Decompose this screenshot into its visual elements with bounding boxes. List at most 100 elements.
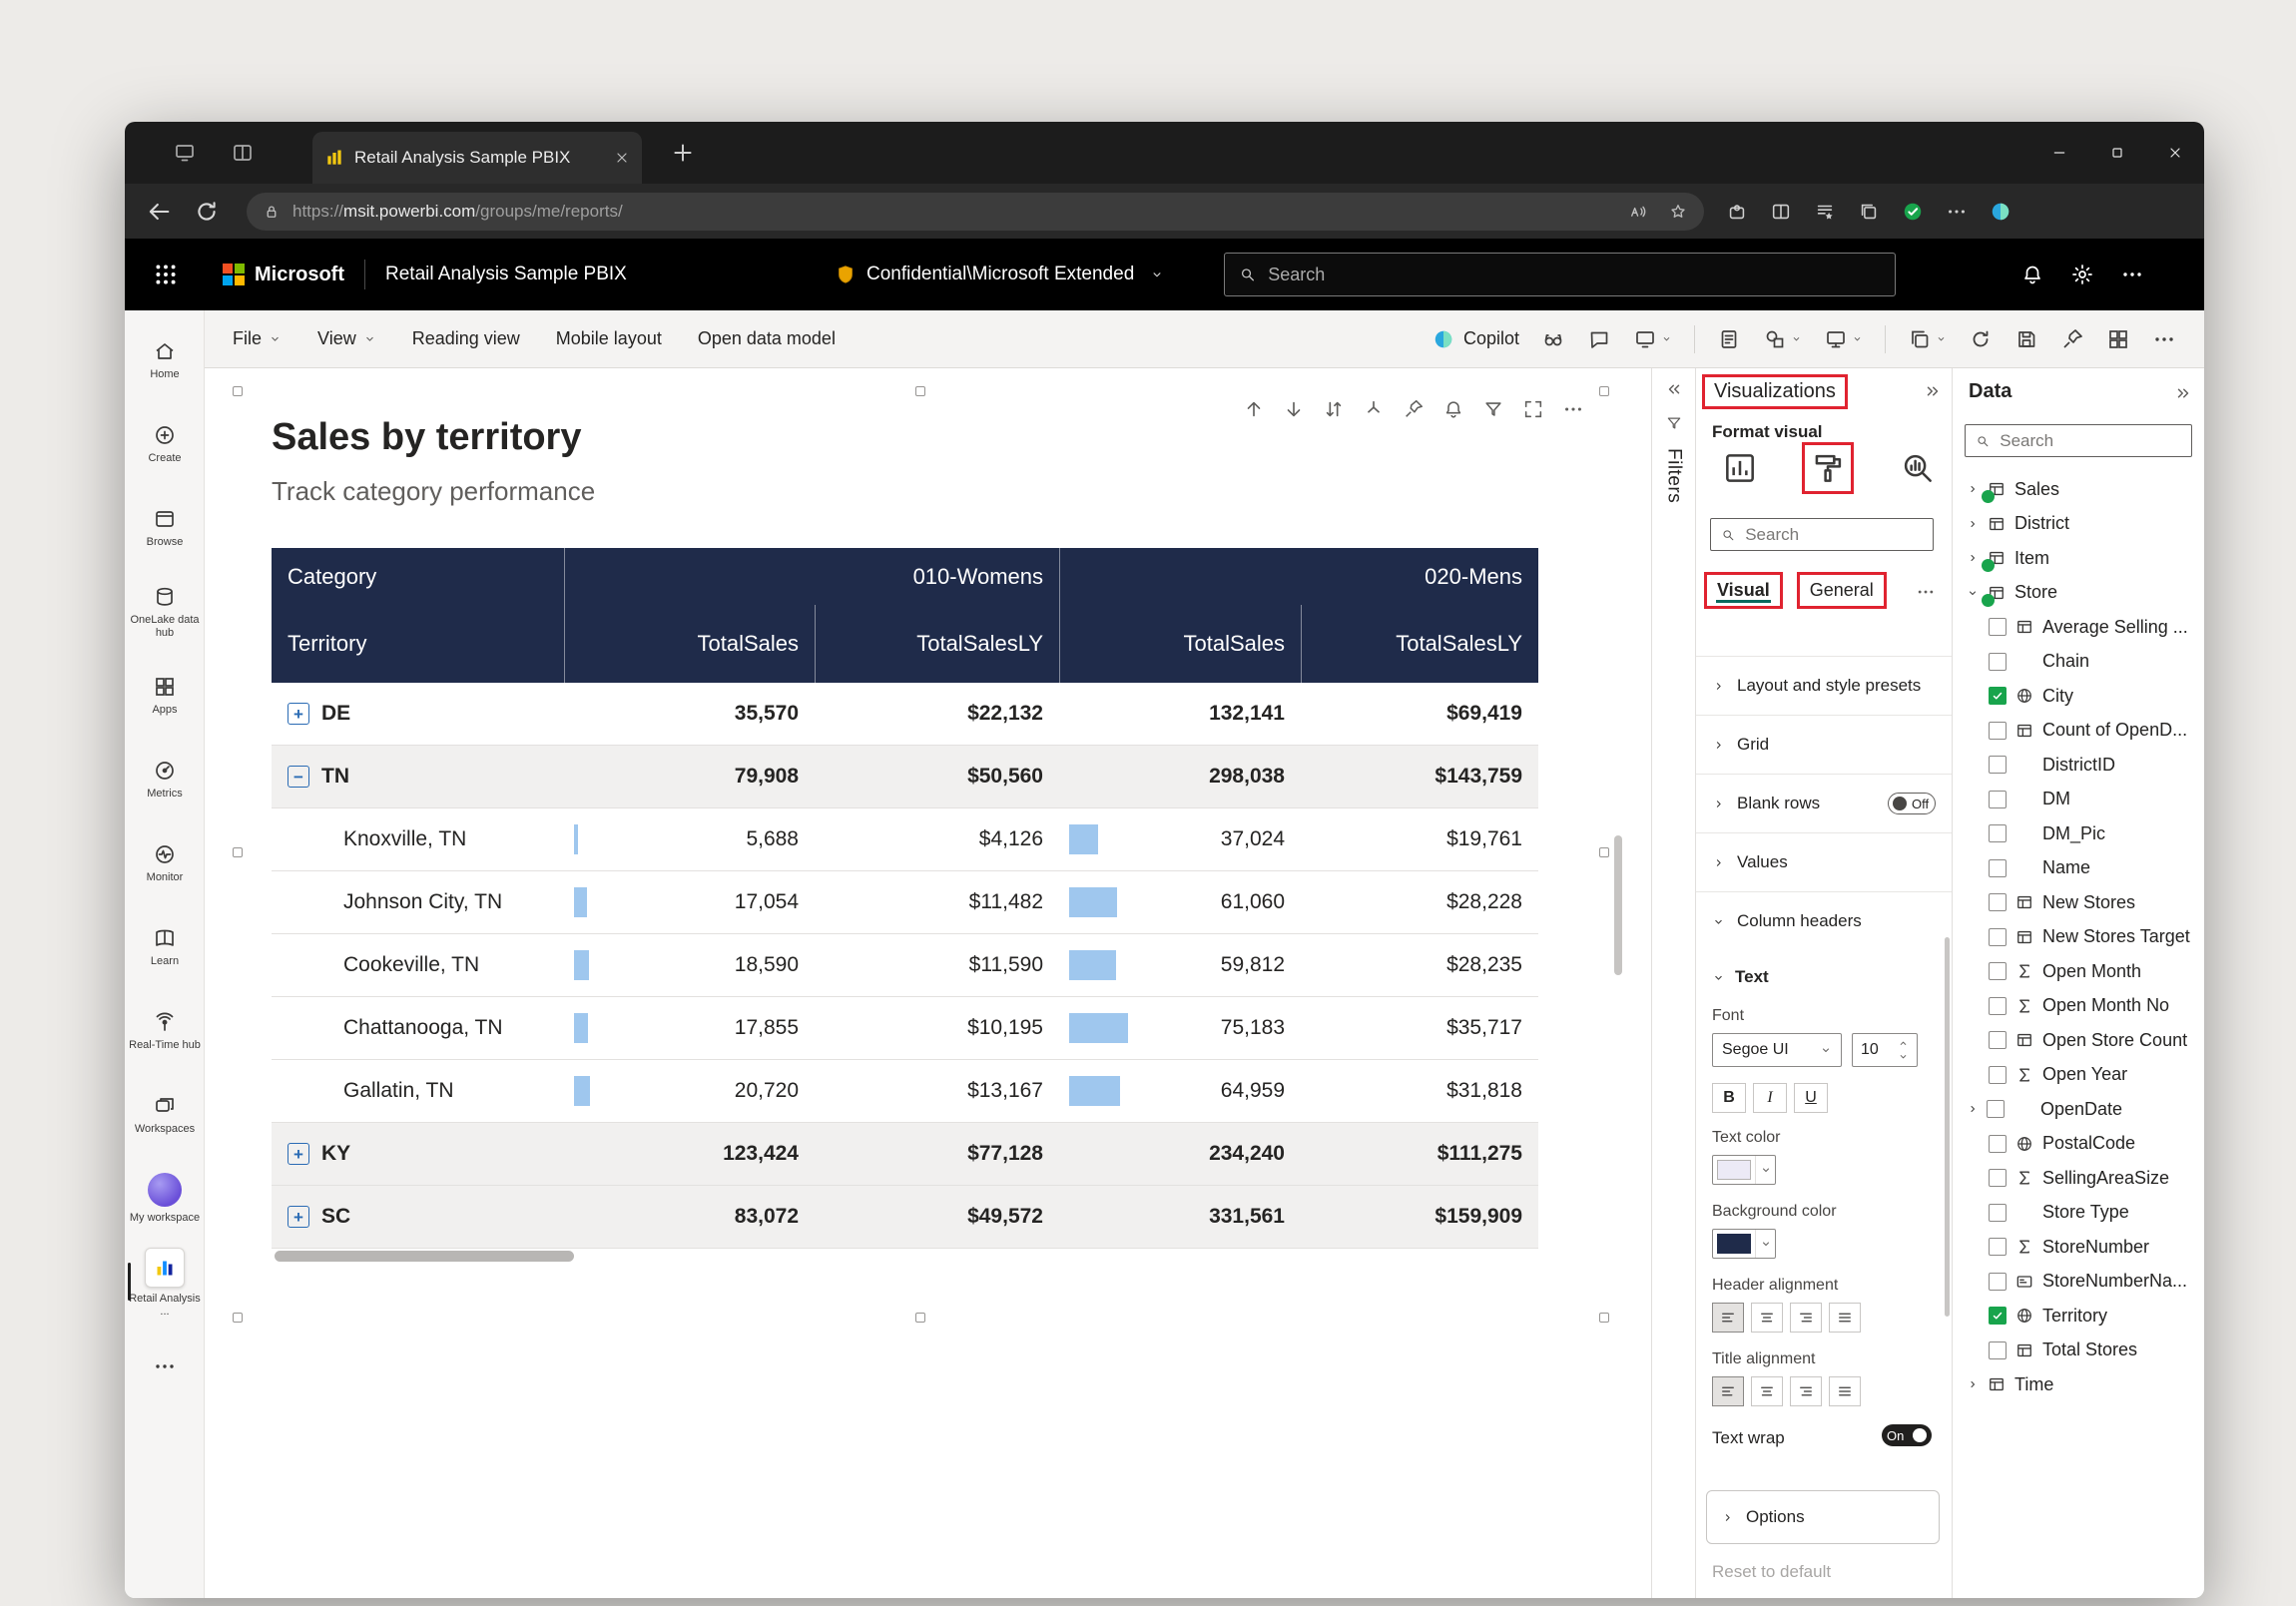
menu-mobile-layout[interactable]: Mobile layout (556, 328, 662, 349)
matrix-cell[interactable]: $77,128 (815, 1123, 1059, 1186)
sidebar-item-my-workspace[interactable]: My workspace (125, 1157, 205, 1241)
sidebar-item-metrics[interactable]: Metrics (125, 738, 205, 821)
selection-handle[interactable] (233, 386, 243, 396)
sidebar-item-retail-analysis[interactable]: Retail Analysis ... (125, 1241, 205, 1325)
selection-handle[interactable] (915, 1313, 925, 1323)
sidebar-item-monitor[interactable]: Monitor (125, 821, 205, 905)
matrix-cell[interactable]: 123,424 (564, 1123, 815, 1186)
chevron-right-icon[interactable] (1967, 1103, 1979, 1115)
text-subsection-header[interactable]: Text (1712, 967, 1769, 987)
browser-tab[interactable]: Retail Analysis Sample PBIX (312, 132, 642, 184)
tab-general[interactable]: General (1796, 572, 1887, 609)
text-wrap-toggle[interactable]: On (1882, 1424, 1932, 1446)
matrix-cell[interactable]: 61,060 (1059, 871, 1301, 934)
matrix-cell[interactable]: $19,761 (1301, 808, 1538, 871)
sidebar-item-more[interactable] (125, 1325, 205, 1408)
data-field-dm-pic[interactable]: DM_Pic (1953, 816, 2204, 851)
format-section-layout-and-style-presets[interactable]: Layout and style presets (1696, 656, 1952, 715)
field-checkbox[interactable] (1989, 721, 2007, 740)
sidebar-item-home[interactable]: Home (125, 318, 205, 402)
menu-open-data-model[interactable]: Open data model (698, 328, 836, 349)
matrix-cell[interactable]: $31,818 (1301, 1060, 1538, 1123)
expand-toggle[interactable]: + (287, 1143, 309, 1165)
data-table-time[interactable]: Time (1953, 1367, 2204, 1402)
visual-more-icon[interactable] (1562, 398, 1584, 420)
refresh-button[interactable] (193, 198, 221, 226)
data-field-storenumber[interactable]: StoreNumber (1953, 1230, 2204, 1265)
data-field-new-stores-target[interactable]: New Stores Target (1953, 920, 2204, 955)
drill-icon[interactable] (1363, 398, 1385, 420)
field-checkbox[interactable] (1989, 858, 2007, 877)
alert-icon[interactable] (1442, 398, 1464, 420)
copilot-sidebar-icon[interactable] (1990, 201, 2011, 223)
matrix-header-cell[interactable]: 020-Mens (1059, 548, 1538, 605)
chevron-right-icon[interactable] (1967, 483, 1979, 495)
chevron-right-icon[interactable] (1967, 552, 1979, 564)
matrix-cell[interactable]: $11,590 (815, 934, 1059, 997)
title-align-right-button[interactable] (1790, 1376, 1822, 1406)
header-align-left-button[interactable] (1712, 1303, 1744, 1333)
matrix-row-label[interactable]: − TN (272, 746, 564, 808)
selection-handle[interactable] (1599, 847, 1609, 857)
data-field-city[interactable]: City (1953, 679, 2204, 714)
back-button[interactable] (145, 198, 173, 226)
data-field-average-selling[interactable]: Average Selling ... (1953, 610, 2204, 645)
share-screen-button[interactable] (1824, 327, 1863, 351)
data-field-total-stores[interactable]: Total Stores (1953, 1334, 2204, 1368)
matrix-cell[interactable]: 331,561 (1059, 1186, 1301, 1249)
field-checkbox[interactable] (1989, 1169, 2007, 1188)
title-align-left-button[interactable] (1712, 1376, 1744, 1406)
matrix-header-cell[interactable]: 010-Womens (564, 548, 1059, 605)
matrix-row-label[interactable]: Johnson City, TN (272, 871, 564, 934)
browser-settings-icon[interactable] (1946, 201, 1968, 223)
collapse-toggle[interactable]: − (287, 766, 309, 788)
format-section-options[interactable]: Options (1706, 1490, 1940, 1544)
app-launcher-icon[interactable] (153, 262, 179, 287)
menu-file[interactable]: File (233, 328, 282, 349)
data-field-open-year[interactable]: Open Year (1953, 1058, 2204, 1093)
matrix-cell[interactable]: 37,024 (1059, 808, 1301, 871)
matrix-cell[interactable]: 59,812 (1059, 934, 1301, 997)
sensitivity-label[interactable]: Confidential\Microsoft Extended (835, 264, 1164, 285)
title-align-center-button[interactable] (1751, 1376, 1783, 1406)
notifications-icon[interactable] (2020, 263, 2044, 286)
field-checkbox[interactable] (1989, 1134, 2007, 1153)
url-bar[interactable]: https://msit.powerbi.com/groups/me/repor… (247, 192, 1704, 231)
matrix-header-cell[interactable]: Territory (272, 605, 564, 683)
matrix-header-cell[interactable]: TotalSales (564, 605, 815, 683)
save-button[interactable] (2014, 327, 2038, 351)
matrix-header-cell[interactable]: TotalSalesLY (815, 605, 1059, 683)
matrix-row-label[interactable]: Chattanooga, TN (272, 997, 564, 1060)
favorite-star-icon[interactable] (1668, 202, 1688, 222)
font-family-select[interactable]: Segoe UI (1712, 1033, 1842, 1067)
matrix-cell[interactable]: $50,560 (815, 746, 1059, 808)
chevron-right-icon[interactable] (1967, 518, 1979, 530)
canvas-vertical-scrollbar[interactable] (1614, 835, 1622, 975)
pin-visual-icon[interactable] (1403, 398, 1425, 420)
background-color-picker[interactable] (1712, 1229, 1776, 1259)
matrix-row-label[interactable]: + DE (272, 683, 564, 746)
expand-toggle[interactable]: + (287, 1206, 309, 1228)
matrix-row-label[interactable]: Knoxville, TN (272, 808, 564, 871)
matrix-visual[interactable]: Category 010-Womens 020-Mens Territory Total… (272, 548, 1538, 1249)
global-search-input[interactable] (1266, 263, 1881, 286)
matrix-cell[interactable]: 79,908 (564, 746, 815, 808)
underline-button[interactable]: U (1794, 1083, 1828, 1113)
sidebar-item-learn[interactable]: Learn (125, 905, 205, 989)
settings-icon[interactable] (2070, 263, 2094, 286)
matrix-cell[interactable]: 17,054 (564, 871, 815, 934)
decrease-size-icon[interactable] (1898, 1051, 1909, 1062)
sidebar-item-create[interactable]: Create (125, 402, 205, 486)
data-table-item[interactable]: Item (1953, 541, 2204, 576)
data-table-district[interactable]: District (1953, 507, 2204, 542)
matrix-row-label[interactable]: + SC (272, 1186, 564, 1249)
comments-button[interactable] (1587, 327, 1611, 351)
matrix-cell[interactable]: 20,720 (564, 1060, 815, 1123)
bold-button[interactable]: B (1712, 1083, 1746, 1113)
matrix-cell[interactable]: $11,482 (815, 871, 1059, 934)
minimize-button[interactable] (2030, 122, 2088, 184)
data-field-name[interactable]: Name (1953, 851, 2204, 886)
matrix-row-label[interactable]: Cookeville, TN (272, 934, 564, 997)
data-table-store[interactable]: Store (1953, 576, 2204, 611)
split-screen-icon[interactable] (1770, 201, 1792, 223)
